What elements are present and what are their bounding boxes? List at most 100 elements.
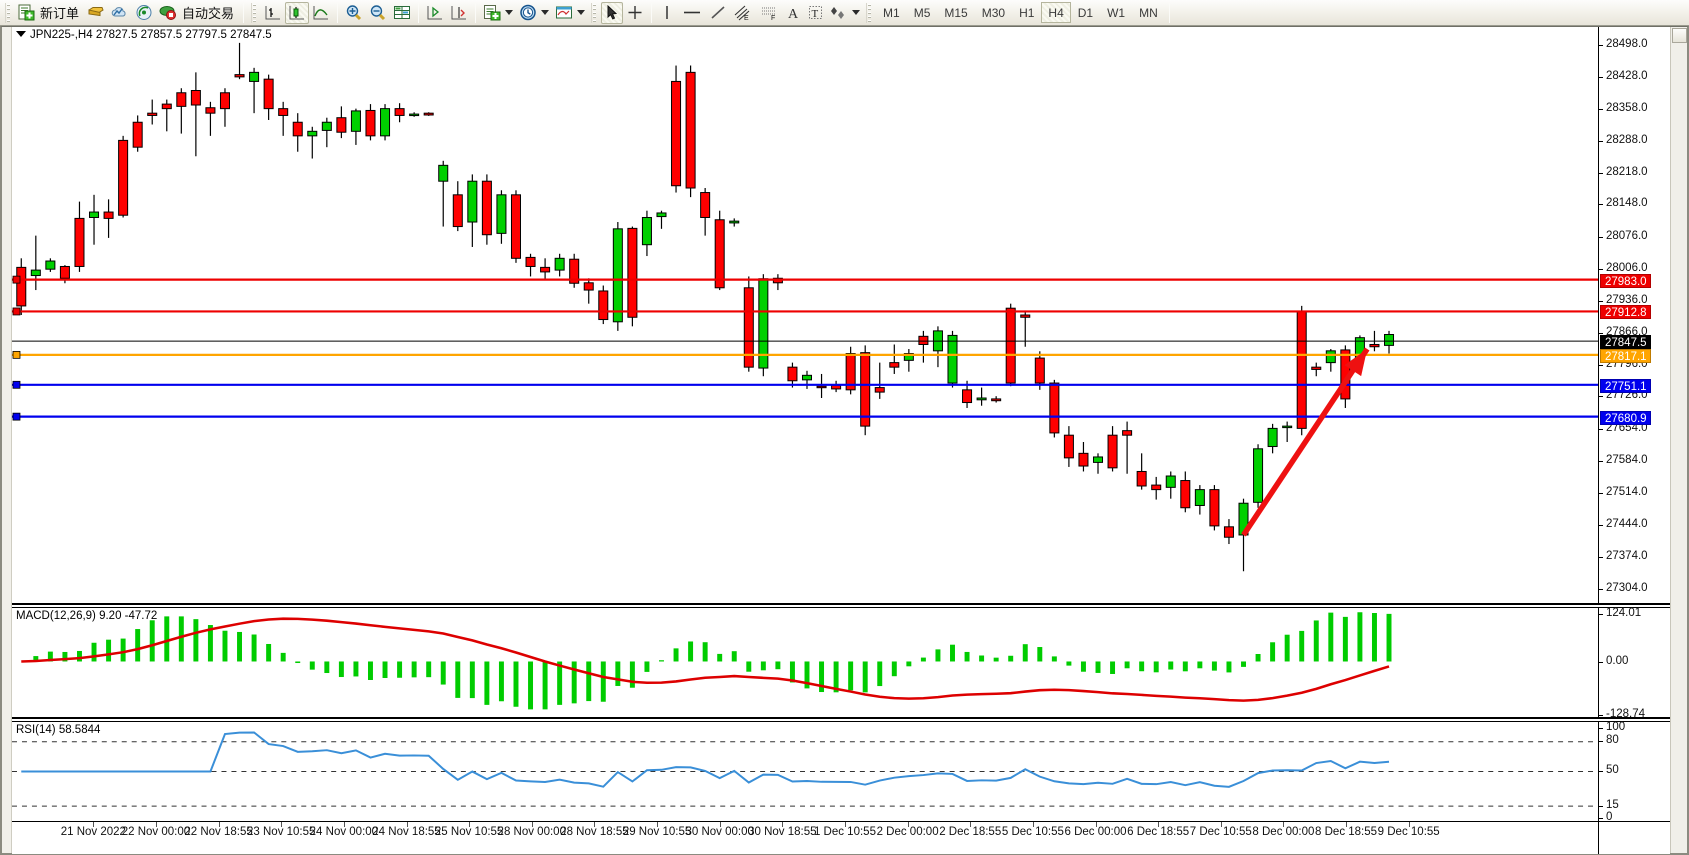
rsi-axis: 100 80 50 15 0 <box>1598 721 1670 823</box>
text-label-button[interactable]: A <box>782 2 804 24</box>
bar-chart-button[interactable] <box>261 2 285 24</box>
time-tick-label: 28 Nov 00:00 <box>497 826 566 838</box>
toolbar-grip-2[interactable] <box>251 2 259 23</box>
main-toolbar: 新订单 自动交 <box>0 0 1689 26</box>
zoom-out-button[interactable] <box>366 2 390 24</box>
vertical-line-button[interactable] <box>656 2 678 24</box>
crosshair-icon <box>628 6 642 19</box>
rsi-plot[interactable] <box>12 722 1598 821</box>
briefcase-button[interactable] <box>84 2 108 24</box>
timeframe-w1[interactable]: W1 <box>1107 6 1126 20</box>
toolbar-divider-5 <box>651 2 653 23</box>
toolbar-grip-1[interactable] <box>5 2 12 23</box>
toolbar-divider-6 <box>1168 2 1170 23</box>
line-chart-button[interactable] <box>309 2 333 24</box>
price-tick-label: 27936.0 <box>1606 293 1648 306</box>
equidistant-channel-button[interactable]: E <box>730 2 756 24</box>
horizontal-line-button[interactable] <box>678 2 706 24</box>
indicators-dropdown-arrow[interactable] <box>505 10 514 15</box>
signal-button[interactable] <box>132 2 156 24</box>
rsi-tick-label: 15 <box>1606 799 1619 811</box>
candlestick-chart-button[interactable] <box>285 1 310 24</box>
macd-plot[interactable] <box>12 608 1598 717</box>
auto-trading-icon <box>159 6 177 20</box>
equidistant-channel-icon: E <box>734 5 750 21</box>
time-tick <box>1158 822 1160 827</box>
time-tick <box>594 822 596 827</box>
templates-dropdown-arrow[interactable] <box>577 10 586 15</box>
timeframe-m30[interactable]: M30 <box>981 6 1006 20</box>
rsi-pane[interactable]: RSI(14) 58.5844 100 80 50 15 0 <box>12 721 1670 823</box>
period-button[interactable] <box>516 2 552 24</box>
macd-tick-label: -128.74 <box>1606 708 1646 720</box>
support-2-label[interactable]: 27680.9 <box>1600 410 1651 425</box>
auto-trading-button[interactable]: 自动交易 <box>156 2 239 24</box>
cursor-icon <box>607 4 618 20</box>
toolbar-grip-3[interactable] <box>591 2 599 23</box>
time-axis-corner <box>1598 822 1670 854</box>
macd-pane[interactable]: MACD(12,26,9) 9.20 -47.72 124.01 0.00 -128… <box>12 607 1670 720</box>
current-price-label[interactable]: 27847.5 <box>1600 335 1651 350</box>
indicators-button[interactable] <box>480 2 516 24</box>
signal-icon <box>136 5 152 20</box>
new-order-button[interactable]: 新订单 <box>15 2 84 24</box>
pivot-label[interactable]: 27817.1 <box>1600 349 1651 363</box>
templates-icon <box>556 6 573 19</box>
chart-left-grip <box>2 27 12 853</box>
crosshair-button[interactable] <box>623 2 647 24</box>
timeframe-m1[interactable]: M1 <box>883 6 900 20</box>
time-tick <box>343 822 345 827</box>
zoom-in-button[interactable] <box>342 2 366 24</box>
price-plot[interactable] <box>12 27 1598 603</box>
line-chart-icon <box>313 6 329 20</box>
price-tick-label: 28498.0 <box>1606 38 1648 51</box>
toolbar-divider-1 <box>243 2 245 23</box>
timeframe-mn[interactable]: MN <box>1139 6 1158 20</box>
support-1-label[interactable]: 27751.1 <box>1600 379 1651 394</box>
time-tick-label: 23 Nov 10:55 <box>247 826 316 838</box>
timeframe-m15[interactable]: M15 <box>944 6 968 20</box>
toolbar-grip-4[interactable] <box>866 2 874 23</box>
shapes-button[interactable] <box>827 2 863 24</box>
resistance-2-label[interactable]: 27912.8 <box>1600 305 1651 320</box>
auto-scroll-icon <box>451 6 467 20</box>
timeframe-h4[interactable]: H4 <box>1041 2 1071 23</box>
symbol-caret-icon[interactable] <box>16 31 26 37</box>
fibonacci-icon: F <box>762 7 775 21</box>
resistance-1-label[interactable]: 27983.0 <box>1600 273 1651 288</box>
shapes-dropdown-arrow[interactable] <box>852 10 861 15</box>
chart-shift-button[interactable] <box>423 2 447 24</box>
price-pane[interactable]: JPN225-,H4 27827.5 27857.5 27797.5 27847… <box>12 27 1670 605</box>
rsi-tick-label: 50 <box>1606 764 1619 776</box>
price-axis[interactable]: 28498.0 28428.0 28358.0 28288.0 28218.0 28148… <box>1598 27 1670 603</box>
toolbar-divider-2 <box>337 2 339 23</box>
auto-scroll-button[interactable] <box>447 2 471 24</box>
text-box-button[interactable]: T <box>804 2 827 24</box>
scroll-up-button[interactable] <box>1672 28 1687 43</box>
macd-tick-label: 124.01 <box>1606 607 1642 619</box>
symbol-header: JPN225-,H4 27827.5 27857.5 27797.5 27847… <box>16 29 272 41</box>
time-tick-label: 1 Dec 10:55 <box>813 826 876 838</box>
vertical-scrollbar[interactable] <box>1670 27 1687 853</box>
fibonacci-button[interactable]: F <box>756 2 782 24</box>
candlestick-series <box>12 42 1598 572</box>
templates-button[interactable] <box>552 2 588 24</box>
period-dropdown-arrow[interactable] <box>541 10 550 15</box>
time-tick <box>1032 822 1034 827</box>
time-axis[interactable]: 21 Nov 2022 22 Nov 00:00 22 Nov 18:55 23 No… <box>12 821 1670 854</box>
trendline-button[interactable] <box>706 2 730 24</box>
time-tick-label: 25 Nov 10:55 <box>434 826 504 838</box>
time-tick-label: 30 Nov 18:55 <box>748 826 817 838</box>
time-tick <box>469 822 471 827</box>
cloud-chart-button[interactable] <box>108 2 132 24</box>
timeframe-m5[interactable]: M5 <box>913 6 931 20</box>
data-window-button[interactable] <box>390 2 414 24</box>
cursor-button[interactable] <box>601 1 624 24</box>
timeframe-d1[interactable]: D1 <box>1077 6 1094 20</box>
timeframe-h1[interactable]: H1 <box>1019 6 1035 20</box>
indicators-icon <box>484 5 501 21</box>
briefcase-icon <box>88 7 104 17</box>
time-tick-label: 28 Nov 18:55 <box>560 826 629 838</box>
macd-header: MACD(12,26,9) 9.20 -47.72 <box>16 610 158 622</box>
cloud-chart-icon <box>111 7 126 17</box>
